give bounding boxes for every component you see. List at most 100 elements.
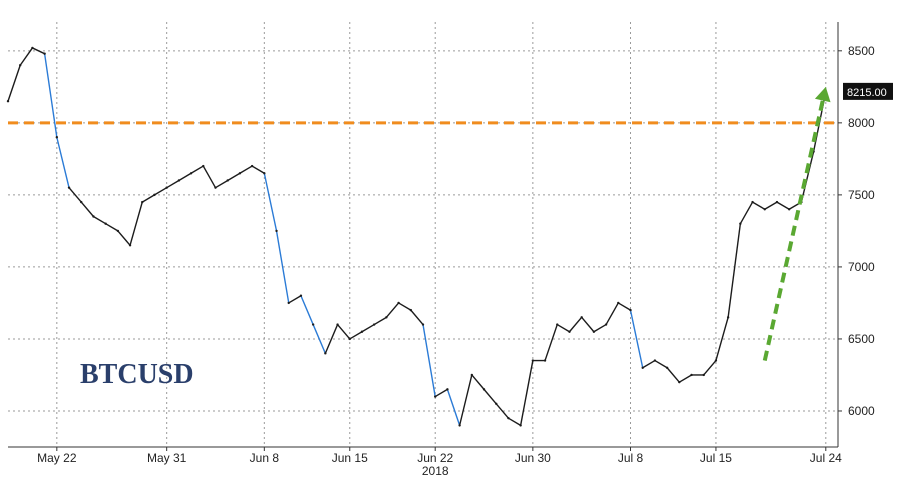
price-point: [434, 395, 437, 398]
price-point: [458, 424, 461, 427]
price-point: [104, 222, 107, 225]
last-value-label: 8215.00: [847, 87, 887, 99]
price-point: [665, 366, 669, 369]
price-segment: [764, 201, 778, 210]
price-segment: [227, 172, 241, 182]
price-point: [739, 222, 742, 225]
price-point: [226, 179, 229, 182]
y-tick-label: 6500: [848, 332, 875, 346]
price-segment: [300, 295, 314, 325]
price-point: [556, 323, 559, 326]
price-segment: [422, 324, 436, 397]
price-point: [690, 373, 693, 377]
price-segment: [629, 309, 644, 368]
price-segment: [105, 223, 119, 232]
x-tick-label: Jun 8: [250, 451, 280, 465]
price-point: [153, 193, 156, 197]
price-segment: [385, 302, 400, 318]
price-point: [128, 244, 132, 247]
chart-watermark: BTCUSD: [80, 359, 194, 390]
price-point: [324, 352, 327, 355]
price-segment: [434, 388, 448, 398]
price-point: [263, 172, 266, 175]
price-segment: [544, 324, 558, 361]
price-point: [507, 416, 510, 420]
price-point: [299, 294, 303, 297]
price-segment: [642, 359, 656, 369]
price-segment: [361, 323, 375, 333]
price-segment: [56, 137, 70, 188]
y-tick-label: 7500: [848, 188, 875, 202]
x-tick-label: Jun 15: [332, 451, 368, 465]
x-tick-label: Jun 30: [515, 451, 551, 465]
price-point: [763, 208, 766, 211]
price-segment: [190, 165, 204, 174]
price-point: [238, 172, 242, 175]
price-segment: [739, 201, 754, 225]
last-value-tag-background: [843, 82, 893, 100]
x-tick-label: May 22: [37, 451, 77, 465]
price-point: [397, 301, 400, 305]
price-point: [67, 186, 71, 189]
price-segment: [458, 374, 473, 426]
price-point: [189, 172, 193, 175]
price-segment: [398, 302, 412, 311]
price-point: [653, 359, 657, 362]
price-point: [31, 46, 34, 50]
price-segment: [495, 403, 509, 419]
price-point: [214, 186, 217, 189]
price-segment: [129, 201, 143, 246]
price-point: [678, 380, 681, 384]
y-tick-label: 8500: [848, 44, 875, 58]
price-segment: [508, 417, 522, 426]
price-point: [629, 308, 632, 312]
price-point: [202, 164, 205, 168]
price-point: [482, 388, 486, 391]
price-segment: [410, 309, 424, 325]
price-point: [580, 316, 583, 319]
price-series: [6, 46, 827, 427]
trend-arrow-head: [814, 86, 831, 103]
price-point: [92, 215, 95, 218]
price-segment: [666, 367, 680, 383]
y-tick-label: 8000: [848, 116, 875, 130]
price-point: [592, 330, 596, 333]
price-segment: [215, 179, 229, 189]
price-point: [6, 100, 10, 103]
price-segment: [275, 230, 290, 304]
x-tick-label: Jul 8: [618, 451, 644, 465]
price-point: [787, 208, 791, 211]
trend-arrow-shaft: [762, 100, 825, 361]
x-axis-ticks: May 22 May 31 Jun 8 Jun 15 Jun 22 Jun 30 Jul 8…: [37, 447, 842, 465]
price-point: [543, 359, 547, 362]
price-segment: [263, 173, 278, 232]
price-point: [275, 229, 278, 233]
price-point: [336, 323, 339, 326]
price-segment: [154, 187, 168, 196]
price-point: [19, 64, 22, 67]
price-point: [604, 323, 608, 326]
price-segment: [471, 374, 485, 390]
x-axis-year-label: 2018: [422, 464, 449, 478]
price-point: [116, 229, 120, 233]
price-segment: [202, 165, 217, 189]
price-segment: [568, 316, 583, 333]
price-segment: [703, 360, 717, 376]
price-segment: [483, 388, 497, 405]
price-point: [702, 373, 705, 377]
x-tick-label: May 31: [147, 451, 187, 465]
price-point: [348, 337, 351, 341]
price-segment: [178, 172, 192, 182]
price-segment: [32, 47, 45, 55]
price-point: [177, 179, 181, 182]
price-segment: [7, 64, 21, 102]
price-point: [372, 323, 376, 326]
price-point: [495, 402, 498, 405]
price-point: [617, 301, 620, 305]
price-segment: [556, 323, 570, 333]
price-segment: [68, 187, 82, 203]
price-point: [470, 373, 474, 377]
price-point: [726, 316, 730, 319]
price-segment: [617, 302, 631, 311]
